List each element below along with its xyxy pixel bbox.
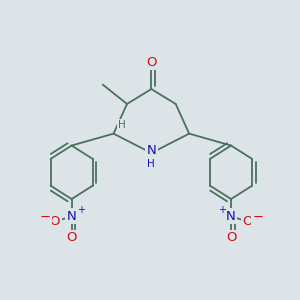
Text: N: N bbox=[146, 143, 156, 157]
Text: O: O bbox=[66, 231, 77, 244]
Text: O: O bbox=[146, 56, 157, 69]
Text: N: N bbox=[67, 210, 76, 223]
Text: H: H bbox=[118, 120, 126, 130]
Text: H: H bbox=[148, 159, 155, 169]
Text: N: N bbox=[226, 210, 236, 223]
Text: +: + bbox=[218, 205, 226, 215]
Text: O: O bbox=[243, 215, 253, 228]
Text: +: + bbox=[77, 205, 85, 215]
Text: −: − bbox=[253, 211, 264, 224]
Text: −: − bbox=[40, 211, 51, 224]
Text: O: O bbox=[226, 231, 236, 244]
Text: O: O bbox=[50, 215, 60, 228]
